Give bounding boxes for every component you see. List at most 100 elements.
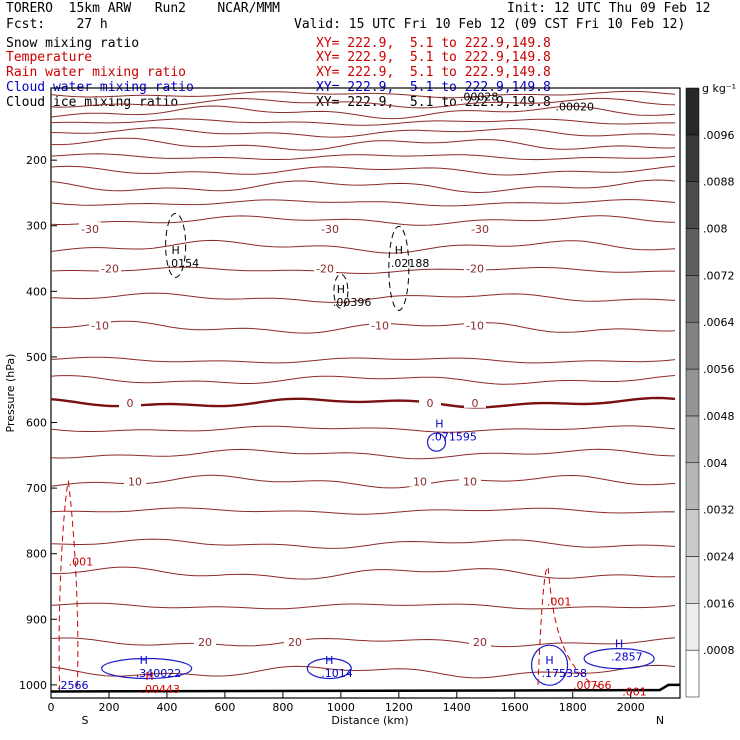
contour-label-bg <box>319 222 341 235</box>
x-tick-label: 400 <box>156 701 177 714</box>
isotherm-line <box>50 448 676 460</box>
x-tick-label: 800 <box>272 701 293 714</box>
y-tick-label: 700 <box>26 482 47 495</box>
maximum-value: .00396 <box>333 296 372 309</box>
colorbar-cell <box>685 462 700 510</box>
contour-annotation: .00020 <box>556 100 595 113</box>
contour-label-bg <box>464 318 486 331</box>
x-tick-label: 1600 <box>501 701 529 714</box>
isotherm-line <box>50 153 676 161</box>
colorbar-cell <box>685 415 700 464</box>
colorbar-tick-label: .0064 <box>703 316 735 329</box>
maximum-mark: H <box>545 654 553 667</box>
contour-label-bg <box>89 318 111 331</box>
maximum-mark: H <box>435 418 443 431</box>
temperature-contour-label: 20 <box>288 636 302 649</box>
init-time: Init: 12 UTC Thu 09 Feb 12 <box>507 1 711 16</box>
contour-label-bg <box>409 474 431 487</box>
isotherm-line <box>50 396 676 409</box>
contour-label-bg <box>469 635 491 648</box>
cloud-water-contour <box>530 644 569 686</box>
isotherm-line <box>50 118 675 126</box>
y-tick-label: 600 <box>26 417 47 430</box>
contour-annotation: .00766 <box>573 679 612 692</box>
y-axis-title: Pressure (hPa) <box>4 354 17 433</box>
isotherm-line <box>50 97 676 109</box>
plot-frame <box>50 87 681 699</box>
isotherm-line <box>50 566 676 580</box>
colorbar-cell <box>685 134 700 182</box>
contour-label-bg <box>119 395 141 408</box>
temperature-contour-label: -10 <box>91 319 109 332</box>
isotherm-line <box>50 105 676 120</box>
colorbar-tick-label: .008 <box>703 223 728 236</box>
maximum-mark: H <box>337 283 345 296</box>
isotherm-line <box>50 538 676 549</box>
terrain-line <box>50 683 680 693</box>
isotherm-line <box>50 602 676 610</box>
maximum-value: .0154 <box>168 257 200 270</box>
maximum-mark: H <box>395 244 403 257</box>
x-tick-label: 200 <box>98 701 119 714</box>
cloud-water-contour <box>101 657 193 680</box>
x-tick-label: 0 <box>48 701 55 714</box>
y-tick-label: 1000 <box>19 679 47 692</box>
legend-rain: Rain water mixing ratio <box>6 65 187 80</box>
colorbar-cell <box>685 649 700 698</box>
contour-label-bg <box>369 318 391 331</box>
isotherm-line <box>50 507 676 515</box>
isotherm-line <box>50 266 676 275</box>
legend-temperature-xy: XY= 222.9, 5.1 to 222.9,149.8 <box>316 50 551 65</box>
contour-annotation: .001 <box>622 685 647 698</box>
contour-label-bg <box>99 261 121 274</box>
maximum-value: .071595 <box>431 431 477 444</box>
isotherm-line <box>50 356 676 364</box>
isotherm-line <box>50 215 676 226</box>
maximum-value: .340022 <box>136 667 182 680</box>
cloud-water-contour <box>426 432 447 452</box>
isotherm-line <box>50 375 676 385</box>
maximum-mark: H <box>171 244 179 257</box>
colorbar-tick-label: .0048 <box>703 410 735 423</box>
temperature-contour-label: -20 <box>101 262 119 275</box>
colorbar-tick-label: .0072 <box>703 269 735 282</box>
contour-label-bg <box>469 222 491 235</box>
contour-label-bg <box>124 474 146 487</box>
isotherm-line <box>51 137 676 151</box>
contour-label-bg <box>79 222 101 235</box>
colorbar-cell <box>685 556 700 604</box>
colorbar-tick-label: .0008 <box>703 644 735 657</box>
colorbar-tick-label: .0096 <box>703 129 735 142</box>
legend-rain-xy: XY= 222.9, 5.1 to 222.9,149.8 <box>316 65 551 80</box>
cloud-water-contour <box>583 648 655 670</box>
colorbar-cell <box>685 368 700 417</box>
colorbar-tick-label: .004 <box>703 457 728 470</box>
contour-label-bg <box>284 635 306 648</box>
y-tick-label: 400 <box>26 285 47 298</box>
temperature-contour-label: 10 <box>128 476 142 489</box>
isotherm-line <box>50 199 676 207</box>
temperature-contour-label: 10 <box>413 476 427 489</box>
isotherm-line <box>50 165 676 176</box>
contour-annotation: .001 <box>547 596 572 609</box>
temperature-contour-label: -30 <box>81 223 99 236</box>
contour-label-bg <box>314 261 336 274</box>
x-tick-label: 1800 <box>559 701 587 714</box>
temperature-contour-label: -30 <box>321 223 339 236</box>
contour-label-bg <box>459 474 481 487</box>
isotherm-line <box>50 637 676 648</box>
temperature-contour-label: -20 <box>316 262 334 275</box>
isotherm-line <box>50 474 676 489</box>
colorbar-cell <box>685 321 700 370</box>
maximum-value: .2857 <box>611 650 643 663</box>
snow-contour <box>333 273 349 309</box>
colorbar-cell <box>685 228 700 276</box>
legend-temperature: Temperature <box>6 50 93 65</box>
isotherm-line <box>50 425 676 433</box>
colorbar-tick-label: .0032 <box>703 504 735 517</box>
snow-contour <box>388 225 410 311</box>
maximum-value: .00443 <box>142 683 181 696</box>
y-tick-label: 900 <box>26 613 47 626</box>
maximum-mark: H <box>325 654 333 667</box>
